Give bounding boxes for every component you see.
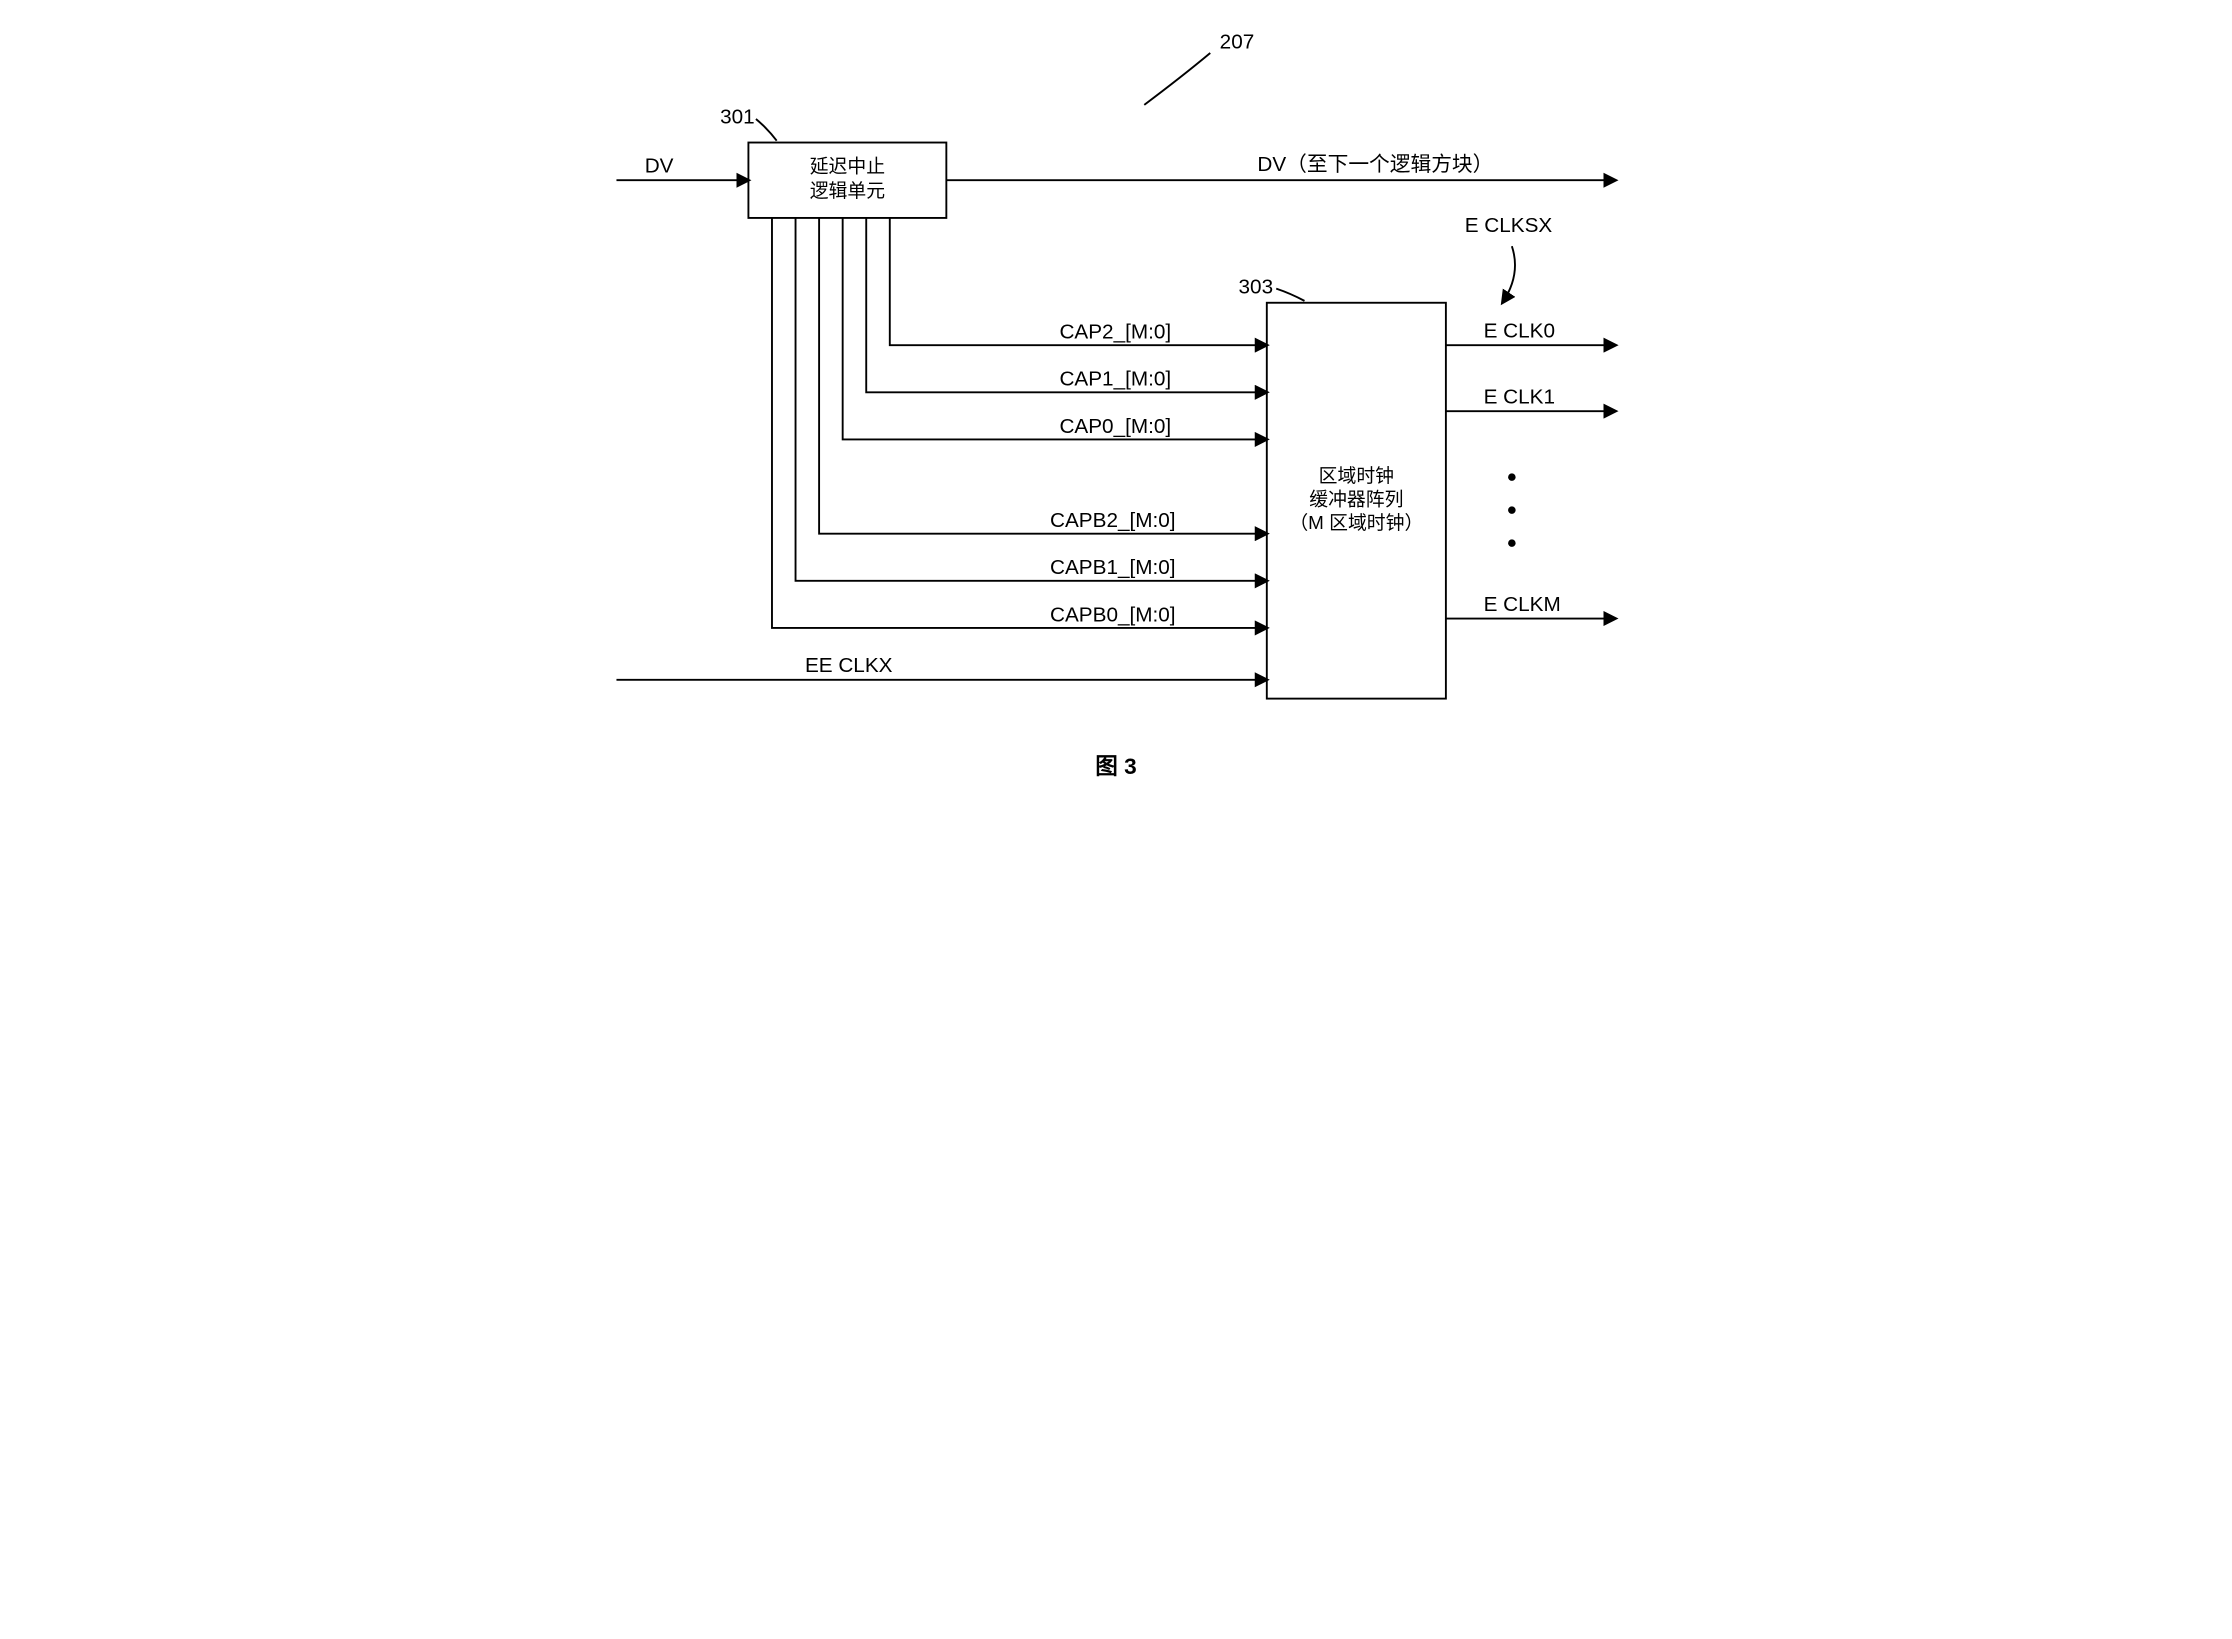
figure-label: 图 3 [1095, 754, 1136, 779]
capb0-label: CAPB0_[M:0] [1050, 603, 1176, 626]
e-clksx-label: E CLKSX [1465, 214, 1553, 237]
ee-clkx-label: EE CLKX [805, 654, 893, 677]
ref-207: 207 [1220, 30, 1255, 53]
e-clkm-label: E CLKM [1484, 593, 1561, 616]
cap0-wire [843, 218, 1267, 439]
e-clk0-label: E CLK0 [1484, 320, 1555, 343]
cap0-label: CAP0_[M:0] [1059, 415, 1171, 438]
diagram-svg: 207 301 延迟中止 逻辑单元 DV DV（至下一个逻辑方块） E CLKS… [558, 20, 1674, 840]
dv-input-label: DV [645, 155, 674, 178]
capb0-wire [772, 218, 1267, 628]
dv-output-label: DV（至下一个逻辑方块） [1257, 153, 1493, 176]
capb2-wire [819, 218, 1267, 534]
block-303-line1: 区域时钟 [1319, 465, 1394, 486]
block-303-line3: （M 区域时钟） [1289, 512, 1423, 533]
dot3 [1508, 539, 1516, 547]
ref-301: 301 [720, 106, 755, 129]
cap1-wire [866, 218, 1267, 392]
capb2-label: CAPB2_[M:0] [1050, 509, 1176, 532]
e-clksx-leader [1502, 246, 1515, 303]
ref-303: 303 [1239, 275, 1274, 298]
block-301-line1: 延迟中止 [810, 156, 885, 177]
cap2-label: CAP2_[M:0] [1059, 321, 1171, 344]
e-clk1-label: E CLK1 [1484, 386, 1555, 409]
dot1 [1508, 473, 1516, 481]
cap1-label: CAP1_[M:0] [1059, 368, 1171, 391]
ref-303-leader [1276, 289, 1304, 301]
block-301-line2: 逻辑单元 [810, 180, 886, 201]
ref-301-leader [756, 119, 777, 141]
block-303-line2: 缓冲器阵列 [1309, 488, 1403, 509]
capb1-label: CAPB1_[M:0] [1050, 556, 1176, 579]
ref-207-leader [1144, 53, 1210, 105]
dot2 [1508, 506, 1516, 514]
